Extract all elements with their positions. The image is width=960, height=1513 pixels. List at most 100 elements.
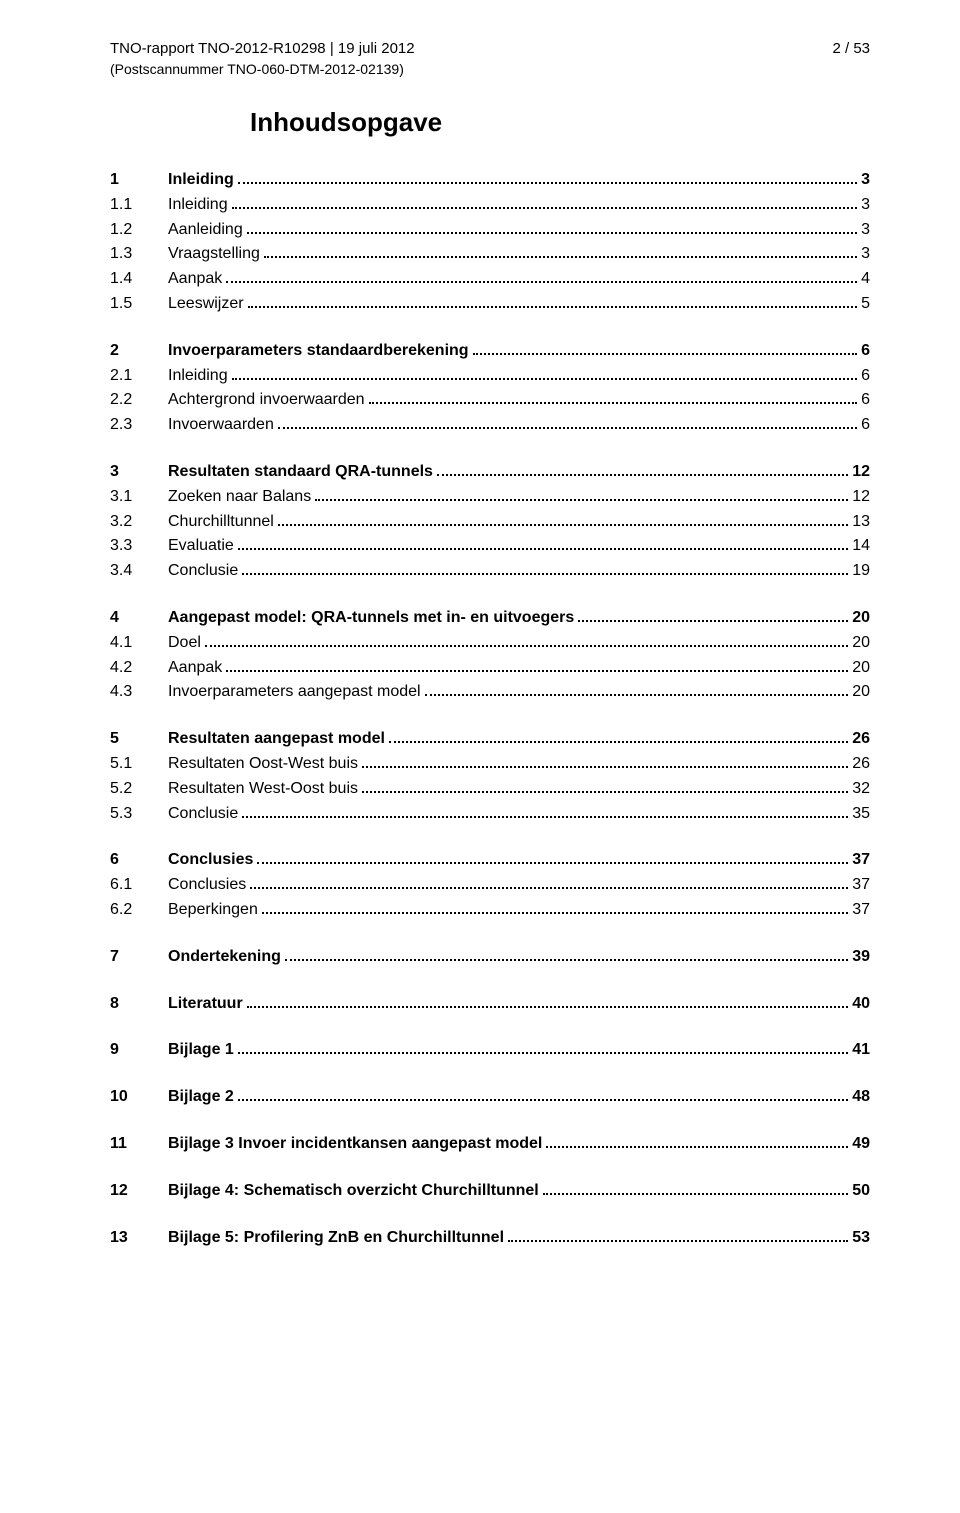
toc-page-number: 5 — [861, 292, 870, 317]
toc-leader-dots — [238, 170, 857, 184]
toc-number: 6 — [110, 848, 168, 873]
toc-label: Aanpak — [168, 267, 222, 292]
toc-leader-dots — [285, 946, 848, 960]
toc-row: 6.2Beperkingen37 — [110, 898, 870, 923]
toc-page-number: 20 — [852, 680, 870, 705]
toc-number: 2 — [110, 339, 168, 364]
toc-row: 8Literatuur40 — [110, 992, 870, 1017]
toc-number: 5.2 — [110, 777, 168, 802]
toc-row: 3.3Evaluatie14 — [110, 534, 870, 559]
toc-page-number: 4 — [861, 267, 870, 292]
toc-number: 2.1 — [110, 364, 168, 389]
toc-label: Leeswijzer — [168, 292, 244, 317]
toc-page-number: 32 — [852, 777, 870, 802]
toc-number: 5 — [110, 727, 168, 752]
toc-number: 4.3 — [110, 680, 168, 705]
toc-row: 1.3Vraagstelling 3 — [110, 242, 870, 267]
toc-label: Beperkingen — [168, 898, 258, 923]
toc-row: 1.1Inleiding3 — [110, 193, 870, 218]
toc-number: 9 — [110, 1038, 168, 1063]
toc-leader-dots — [257, 850, 848, 864]
toc-label: Resultaten West-Oost buis — [168, 777, 358, 802]
toc-section: 2Invoerparameters standaardberekening62.… — [110, 339, 870, 438]
toc-leader-dots — [238, 1087, 848, 1101]
toc-row: 3.4Conclusie19 — [110, 559, 870, 584]
toc-leader-dots — [248, 294, 858, 308]
toc-page-number: 48 — [852, 1085, 870, 1110]
toc-page-number: 39 — [852, 945, 870, 970]
toc-row: 2.2Achtergrond invoerwaarden6 — [110, 388, 870, 413]
toc-number: 1.4 — [110, 267, 168, 292]
toc-page-number: 37 — [852, 848, 870, 873]
toc-number: 6.2 — [110, 898, 168, 923]
toc-leader-dots — [543, 1180, 848, 1194]
toc-number: 2.3 — [110, 413, 168, 438]
toc-section: 10Bijlage 248 — [110, 1085, 870, 1110]
toc-section: 4Aangepast model: QRA-tunnels met in- en… — [110, 606, 870, 705]
toc-row: 3Resultaten standaard QRA-tunnels12 — [110, 460, 870, 485]
toc-leader-dots — [546, 1134, 848, 1148]
toc-page-number: 6 — [861, 364, 870, 389]
toc-leader-dots — [262, 900, 848, 914]
toc-number: 10 — [110, 1085, 168, 1110]
toc-page-number: 37 — [852, 873, 870, 898]
toc-label: Zoeken naar Balans — [168, 485, 311, 510]
toc-label: Inleiding — [168, 168, 234, 193]
toc-page-number: 13 — [852, 510, 870, 535]
toc-label: Conclusie — [168, 802, 238, 827]
toc-page-number: 49 — [852, 1132, 870, 1157]
toc-leader-dots — [437, 462, 848, 476]
toc-section: 8Literatuur40 — [110, 992, 870, 1017]
toc-label: Bijlage 5: Profilering ZnB en Churchillt… — [168, 1226, 504, 1251]
toc-page-number: 19 — [852, 559, 870, 584]
toc-label: Vraagstelling — [168, 242, 260, 267]
toc-label: Invoerparameters aangepast model — [168, 680, 421, 705]
toc-number: 11 — [110, 1132, 168, 1157]
toc-page-number: 3 — [861, 218, 870, 243]
toc-leader-dots — [238, 1040, 848, 1054]
toc-leader-dots — [508, 1227, 848, 1241]
toc-row: 1.4Aanpak 4 — [110, 267, 870, 292]
toc-label: Resultaten standaard QRA-tunnels — [168, 460, 433, 485]
toc-row: 9Bijlage 141 — [110, 1038, 870, 1063]
page-indicator: 2 / 53 — [832, 40, 870, 57]
toc-row: 3.1Zoeken naar Balans12 — [110, 485, 870, 510]
toc-number: 4.1 — [110, 631, 168, 656]
toc-label: Doel — [168, 631, 201, 656]
toc-page-number: 50 — [852, 1179, 870, 1204]
toc-page-number: 20 — [852, 631, 870, 656]
toc-row: 12Bijlage 4: Schematisch overzicht Churc… — [110, 1179, 870, 1204]
toc-number: 1.3 — [110, 242, 168, 267]
toc-row: 2.1Inleiding6 — [110, 364, 870, 389]
toc-leader-dots — [362, 754, 848, 768]
toc-page-number: 35 — [852, 802, 870, 827]
toc-leader-dots — [247, 219, 857, 233]
toc-number: 1 — [110, 168, 168, 193]
toc-number: 7 — [110, 945, 168, 970]
toc-row: 4Aangepast model: QRA-tunnels met in- en… — [110, 606, 870, 631]
toc-number: 1.2 — [110, 218, 168, 243]
toc-row: 5.3Conclusie35 — [110, 802, 870, 827]
toc-row: 1.2Aanleiding3 — [110, 218, 870, 243]
toc-section: 9Bijlage 141 — [110, 1038, 870, 1063]
toc-label: Evaluatie — [168, 534, 234, 559]
toc-leader-dots — [242, 561, 848, 575]
toc-row: 5.2Resultaten West-Oost buis 32 — [110, 777, 870, 802]
toc-leader-dots — [315, 486, 848, 500]
toc-number: 3.4 — [110, 559, 168, 584]
toc-page-number: 26 — [852, 752, 870, 777]
report-id: TNO-rapport TNO-2012-R10298 | 19 juli 20… — [110, 40, 415, 57]
toc-section: 7Ondertekening39 — [110, 945, 870, 970]
toc-page-number: 6 — [861, 413, 870, 438]
toc-leader-dots — [247, 993, 849, 1007]
toc-leader-dots — [389, 729, 848, 743]
toc-leader-dots — [369, 390, 858, 404]
toc-number: 4.2 — [110, 656, 168, 681]
toc-leader-dots — [232, 194, 857, 208]
toc-page-number: 3 — [861, 242, 870, 267]
toc-label: Aanpak — [168, 656, 222, 681]
toc-label: Resultaten aangepast model — [168, 727, 385, 752]
toc-page-number: 40 — [852, 992, 870, 1017]
toc-leader-dots — [362, 778, 848, 792]
toc-label: Invoerparameters standaardberekening — [168, 339, 469, 364]
